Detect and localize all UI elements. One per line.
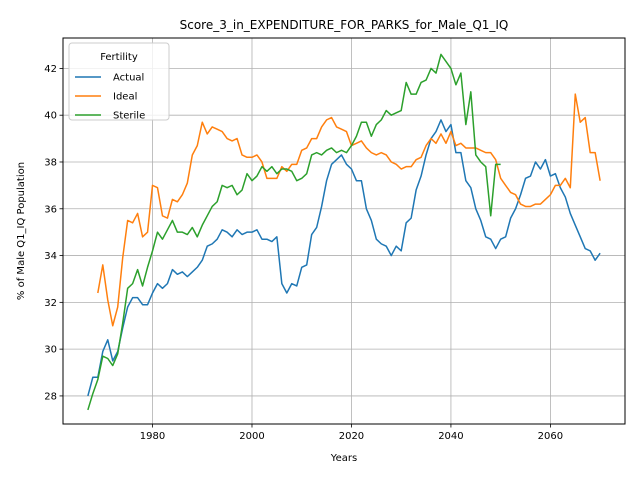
legend-title: Fertility: [100, 52, 138, 63]
legend-label-actual: Actual: [113, 73, 144, 84]
series-line-ideal: [97, 93, 601, 327]
y-axis: 28 30 32 34 36 38 40 42: [44, 64, 63, 402]
y-tick-label: 40: [44, 111, 57, 122]
y-tick-label: 28: [44, 391, 57, 402]
x-tick-label: 2040: [438, 431, 463, 442]
series-line-sterile: [87, 53, 501, 411]
legend-label-sterile: Sterile: [113, 111, 145, 122]
x-axis: 1980 2000 2020 2040 2060: [140, 424, 563, 442]
y-tick-label: 32: [44, 298, 57, 309]
chart-title: Score_3_in_EXPENDITURE_FOR_PARKS_for_Mal…: [180, 18, 509, 32]
legend-box: [68, 42, 170, 121]
plot-frame: [62, 37, 626, 425]
x-tick-label: 2020: [339, 431, 364, 442]
y-axis-label: % of Male Q1_IQ Population: [16, 162, 27, 300]
legend: Fertility Actual Ideal Sterile: [68, 42, 170, 122]
y-tick-label: 36: [44, 204, 57, 215]
series-lines: [87, 53, 601, 411]
y-tick-label: 42: [44, 64, 57, 75]
legend-label-ideal: Ideal: [113, 92, 137, 103]
x-axis-label: Years: [330, 453, 357, 464]
grid: [63, 38, 625, 424]
y-tick-label: 30: [44, 345, 57, 356]
x-tick-label: 2000: [239, 431, 264, 442]
y-tick-label: 38: [44, 157, 57, 168]
x-tick-label: 1980: [140, 431, 165, 442]
x-tick-label: 2060: [538, 431, 563, 442]
y-tick-label: 34: [44, 251, 57, 262]
series-line-actual: [87, 119, 601, 397]
